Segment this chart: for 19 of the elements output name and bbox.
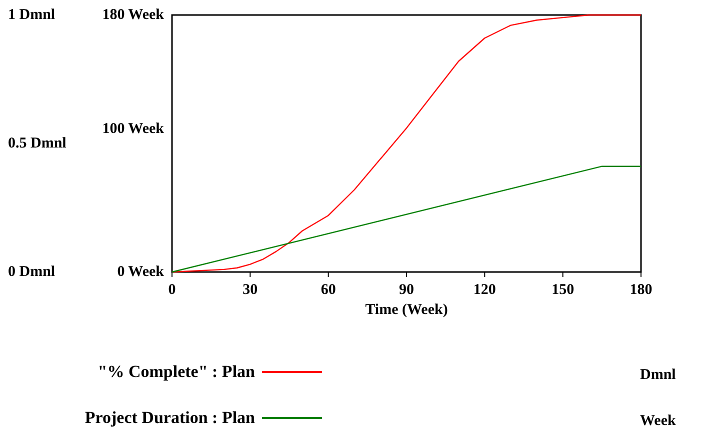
y-tick-label: 0.5 Dmnl: [8, 136, 66, 152]
y2-tick-label: 180 Week: [102, 7, 165, 23]
y2-tick-label: 100 Week: [102, 121, 165, 138]
x-tick-label: 180: [630, 282, 652, 298]
x-tick-label: 30: [242, 282, 258, 298]
line-series: [171, 14, 642, 273]
y2-tick-label: 0 Week: [117, 264, 165, 280]
x-axis-title: Time (Week): [365, 302, 448, 318]
legend-label: Project Duration : Plan: [84, 408, 256, 427]
legend-label: "% Complete" : Plan: [98, 362, 256, 381]
x-tick-label: 90: [399, 282, 414, 298]
text: Week: [640, 413, 676, 429]
x-tick-label: 0: [168, 282, 176, 298]
y-tick-label: 1 Dmnl: [8, 7, 56, 23]
y-tick-label: 0 Dmnl: [8, 264, 56, 280]
x-tick-label: 150: [552, 282, 574, 298]
x-tick-label: 60: [320, 282, 336, 298]
x-tick-label: 120: [473, 282, 496, 298]
text: Dmnl: [640, 367, 676, 383]
